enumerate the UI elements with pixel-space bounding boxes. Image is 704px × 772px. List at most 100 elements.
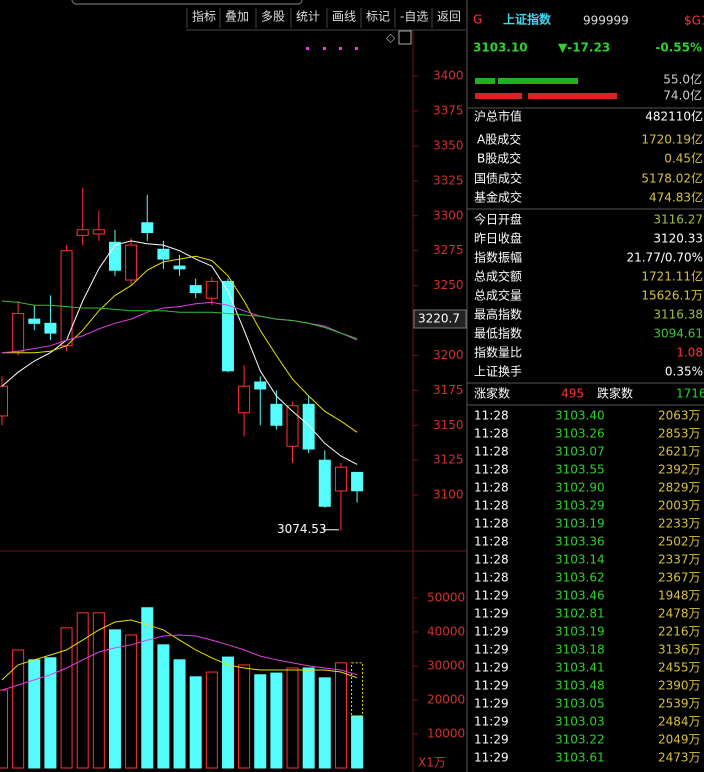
toolbar-button[interactable]: 统计: [296, 10, 320, 24]
y-tick-label: 3300: [433, 208, 464, 222]
tick-price: 3103.55: [555, 463, 605, 477]
diamond-icon[interactable]: ◇: [386, 31, 396, 45]
tick-price: 3103.07: [555, 445, 605, 459]
price-change: ▼-17.23: [558, 41, 610, 55]
y-tick-label: 3125: [433, 453, 464, 467]
tick-volume: 2829万: [658, 481, 701, 495]
volume-bar: [12, 649, 25, 769]
quote-value: 3120.33: [653, 232, 703, 246]
toolbar-button[interactable]: 多股: [261, 10, 285, 24]
low-annotation: 3074.53: [277, 522, 327, 536]
tick-price: 3102.81: [555, 607, 605, 621]
quote-value: 0.35%: [665, 365, 703, 379]
quote-label: 沪总市值: [474, 109, 522, 124]
quote-label: B股成交: [477, 151, 521, 166]
tick-price: 3102.90: [555, 481, 605, 495]
tick-price: 3103.41: [555, 661, 605, 675]
tick-time: 11:29: [474, 661, 509, 675]
volume-bar: [286, 667, 299, 769]
quote-label: 指数振幅: [474, 250, 522, 265]
candle-body: [221, 280, 234, 372]
change-pct: -0.55%: [655, 41, 702, 55]
candle-body: [302, 403, 315, 450]
volume-bar: [0, 689, 8, 769]
index-code: 999999: [583, 14, 629, 28]
tick-time: 11:28: [474, 499, 509, 513]
volume-bar: [173, 659, 186, 769]
y-tick-label: 3150: [433, 418, 464, 432]
toolbar-button[interactable]: 指标: [192, 9, 216, 24]
y-tick-label: 3275: [433, 243, 464, 257]
tick-time: 11:29: [474, 697, 509, 711]
volume-bar: [238, 664, 251, 769]
volume-average-line: [1, 634, 358, 691]
tick-volume: 2049万: [658, 733, 701, 747]
candle-body: [28, 318, 41, 324]
tick-price: 3103.22: [555, 733, 605, 747]
tick-time: 11:28: [474, 535, 509, 549]
tick-time: 11:28: [474, 553, 509, 567]
tick-price: 3103.62: [555, 571, 605, 585]
quote-label: 最低指数: [474, 326, 522, 341]
tick-volume: 2455万: [658, 661, 701, 675]
quote-label: 最高指数: [474, 307, 522, 322]
sell-label: 74.0亿: [663, 88, 702, 103]
quote-value: 0.45亿: [664, 151, 703, 166]
toolbar-button[interactable]: 画线: [332, 10, 356, 24]
tick-volume: 2392万: [658, 463, 701, 477]
tick-time: 11:28: [474, 445, 509, 459]
toolbar-button[interactable]: 标记: [366, 10, 390, 24]
tick-price: 3103.18: [555, 643, 605, 657]
buy-bar: [475, 78, 495, 84]
tick-price: 3103.40: [555, 409, 605, 423]
volume-bar: [28, 659, 41, 769]
tick-volume: 1948万: [658, 589, 701, 603]
last-price: 3103.10: [473, 41, 528, 55]
candle-body: [238, 385, 251, 414]
quote-value: 1720.19亿: [641, 132, 703, 147]
tick-volume: 3136万: [658, 643, 701, 657]
down-label: 跌家数: [597, 386, 633, 401]
tick-price: 3103.46: [555, 589, 605, 603]
quote-label: 总成交量: [474, 288, 522, 303]
volume-bar: [157, 644, 170, 769]
candle-body: [0, 385, 8, 417]
toolbar-button[interactable]: -自选: [400, 10, 428, 24]
price-tag-box: [413, 309, 467, 329]
volume-bar: [125, 634, 138, 769]
search-box[interactable]: [71, 0, 303, 5]
quote-value: 3116.38: [653, 308, 703, 322]
quote-value: 482110亿: [645, 109, 703, 124]
y-tick-label: 3250: [433, 278, 464, 292]
tick-time: 11:29: [474, 589, 509, 603]
unit-label: X1万: [418, 756, 446, 770]
y-tick-label: 3375: [433, 104, 464, 118]
tick-time: 11:29: [474, 751, 509, 765]
index-name: 上证指数: [503, 12, 552, 27]
candle-body: [108, 241, 121, 271]
volume-estimate-box: [351, 662, 364, 717]
tick-price: 3103.26: [555, 427, 605, 441]
tick-price: 3103.29: [555, 499, 605, 513]
toolbar-button[interactable]: 叠加: [225, 10, 249, 24]
y-tick-label: 3400: [433, 69, 464, 83]
candle-body: [318, 459, 331, 507]
volume-bar: [92, 612, 105, 769]
window-icon[interactable]: [398, 30, 412, 45]
candle-body: [205, 280, 218, 299]
tick-volume: 2390万: [658, 679, 701, 693]
tick-volume: 2478万: [658, 607, 701, 621]
tick-price: 3103.14: [555, 553, 605, 567]
sell-bar: [528, 93, 617, 99]
y-tick-label: 3200: [433, 348, 464, 362]
tick-volume: 2337万: [658, 553, 701, 567]
candle-body: [12, 313, 25, 352]
candle-body: [173, 265, 186, 270]
toolbar-button[interactable]: 返回: [437, 10, 461, 24]
tick-time: 11:28: [474, 463, 509, 477]
volume-bar: [318, 677, 331, 769]
quote-value: 3116.27: [653, 213, 703, 227]
candle-body: [44, 322, 57, 334]
quote-value: 1.08: [676, 346, 703, 360]
